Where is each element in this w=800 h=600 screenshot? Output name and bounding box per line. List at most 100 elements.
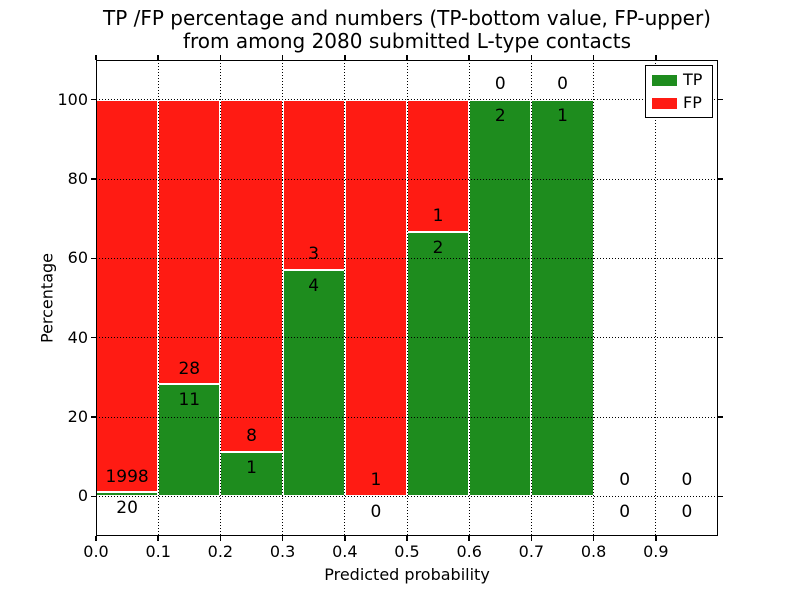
x-tick-mark xyxy=(530,536,533,541)
x-tick-mark xyxy=(95,536,97,541)
y-tick-mark-right xyxy=(718,178,723,180)
y-tick-label: 40 xyxy=(67,327,88,347)
plot-area: TP FP 1998 20 28 11 8 1 3 4 1 0 1 2 0 2 0 1 0 0 0 0 0.0 0.1 0.… xyxy=(57,55,723,561)
bar-fp-segment xyxy=(407,99,470,232)
x-tick-label: 0.8 xyxy=(580,542,607,561)
x-tick-label: 0.9 xyxy=(643,542,669,561)
fp-count-label: 28 xyxy=(178,358,201,379)
tp-count-label: 0 xyxy=(619,502,631,523)
x-tick-mark-top xyxy=(406,55,408,60)
x-tick-label: 0.1 xyxy=(145,542,171,561)
tp-count-label: 0 xyxy=(370,502,382,523)
y-tick-mark xyxy=(91,495,96,498)
gridline-vertical xyxy=(219,60,221,536)
y-tick-label: 100 xyxy=(57,89,88,109)
fp-count-label: 1 xyxy=(432,206,444,227)
tp-count-label: 1 xyxy=(246,458,257,479)
bar-tp-segment xyxy=(282,269,345,497)
y-tick-mark xyxy=(91,336,96,339)
bar-fp-segment xyxy=(344,99,407,497)
bar-tp-segment xyxy=(158,384,221,497)
x-tick-mark-top xyxy=(219,55,222,60)
x-tick-mark-top xyxy=(530,55,533,60)
bar-tp-segment xyxy=(220,452,283,497)
x-tick-label: 0.4 xyxy=(332,542,358,561)
fp-count-label: 8 xyxy=(246,426,257,447)
bar-tp-segment xyxy=(407,231,470,497)
tp-count-label: 1 xyxy=(557,105,568,126)
y-tick-mark-right xyxy=(718,98,723,101)
legend-item-fp: FP xyxy=(652,95,706,111)
fp-count-label: 0 xyxy=(557,73,568,94)
legend-label-fp: FP xyxy=(683,93,702,112)
legend: TP FP xyxy=(645,65,713,118)
x-tick-mark xyxy=(406,536,408,541)
x-tick-mark xyxy=(592,536,595,541)
tp-count-label: 20 xyxy=(116,498,138,519)
gridline-vertical xyxy=(655,60,657,536)
x-tick-label: 0.6 xyxy=(456,542,482,561)
x-tick-label: 0.2 xyxy=(207,542,234,561)
x-tick-mark-top xyxy=(592,55,595,60)
bar-fp-segment xyxy=(282,99,345,270)
tp-count-label: 11 xyxy=(178,390,201,411)
y-tick-mark-right xyxy=(718,336,723,339)
x-tick-label: 0.3 xyxy=(269,542,296,561)
x-tick-mark-top xyxy=(281,55,284,60)
y-tick-mark-right xyxy=(718,495,723,498)
bar-tp-segment xyxy=(531,99,594,497)
bar-tp-segment xyxy=(469,99,532,497)
fp-count-label: 1998 xyxy=(105,466,149,487)
x-axis-label: Predicted probability xyxy=(324,565,490,584)
fp-count-label: 0 xyxy=(681,470,693,491)
y-tick-label: 0 xyxy=(77,486,88,506)
x-tick-label: 0.5 xyxy=(394,542,420,561)
y-tick-label: 20 xyxy=(67,407,88,426)
gridline-vertical xyxy=(468,60,470,536)
fp-count-label: 1 xyxy=(370,470,382,491)
bar-fp-segment xyxy=(220,99,283,453)
x-tick-mark-top xyxy=(157,55,159,60)
x-tick-label: 0.7 xyxy=(518,542,545,561)
x-tick-mark-top xyxy=(655,55,657,60)
gridline-vertical xyxy=(157,60,159,536)
x-tick-mark-top xyxy=(344,55,346,60)
x-tick-mark-top xyxy=(95,55,97,60)
gridline-vertical xyxy=(344,60,346,536)
y-tick-mark xyxy=(91,257,96,260)
x-tick-label: 0.0 xyxy=(83,542,109,561)
fp-count-label: 0 xyxy=(619,470,631,491)
gridline-vertical xyxy=(282,60,284,536)
chart-title-line2: from among 2080 submitted L-type contact… xyxy=(182,29,632,53)
bar-fp-segment xyxy=(158,99,221,385)
fp-count-label: 3 xyxy=(308,243,320,264)
y-tick-label: 80 xyxy=(67,169,88,188)
chart-title: TP /FP percentage and numbers (TP-bottom… xyxy=(96,7,718,53)
x-tick-mark xyxy=(219,536,222,541)
x-tick-mark xyxy=(157,536,159,541)
chart-title-line1: TP /FP percentage and numbers (TP-bottom… xyxy=(103,6,711,30)
legend-swatch-tp xyxy=(652,74,677,86)
tp-count-label: 2 xyxy=(432,237,444,258)
tp-count-label: 4 xyxy=(308,275,320,296)
gridline-vertical xyxy=(406,60,408,536)
legend-label-tp: TP xyxy=(683,70,703,89)
bar-fp-segment xyxy=(96,99,159,493)
y-tick-mark xyxy=(91,98,96,101)
y-tick-mark xyxy=(91,178,96,180)
y-tick-mark-right xyxy=(718,257,723,260)
tp-count-label: 2 xyxy=(494,105,506,126)
x-tick-mark xyxy=(655,536,657,541)
y-tick-label: 60 xyxy=(67,248,88,268)
x-tick-mark xyxy=(468,536,470,541)
y-tick-mark-right xyxy=(718,416,723,418)
gridline-vertical xyxy=(593,60,595,536)
legend-item-tp: TP xyxy=(652,72,706,88)
x-tick-mark xyxy=(281,536,284,541)
legend-swatch-fp xyxy=(652,97,677,109)
x-tick-mark-top xyxy=(468,55,470,60)
fp-count-label: 0 xyxy=(494,73,506,94)
y-tick-mark xyxy=(91,416,96,418)
tp-count-label: 0 xyxy=(681,502,693,523)
